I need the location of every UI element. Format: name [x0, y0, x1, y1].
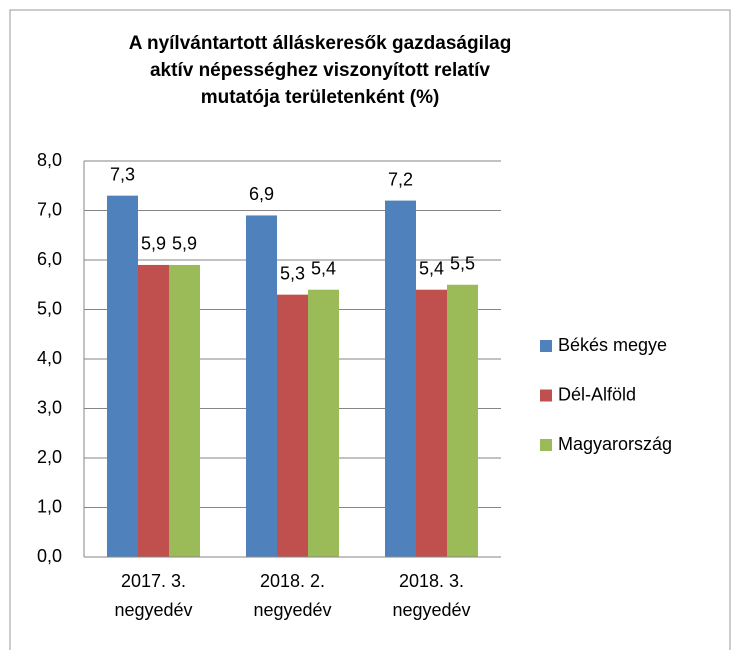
y-tick-label: 2,0 — [37, 447, 62, 467]
data-label: 5,9 — [172, 234, 197, 254]
legend-swatch — [540, 439, 552, 451]
chart-border — [9, 9, 731, 650]
legend-label: Békés megye — [558, 335, 667, 355]
y-tick-label: 3,0 — [37, 397, 62, 417]
data-label: 6,9 — [249, 184, 274, 204]
x-tick-label: 2018. 2. negyedév — [253, 571, 332, 620]
legend-label: Dél-Alföld — [558, 384, 636, 404]
legend-label: Magyarország — [558, 434, 672, 454]
data-label: 5,5 — [450, 254, 475, 274]
y-tick-label: 7,0 — [37, 199, 62, 219]
y-tick-label: 8,0 — [37, 150, 62, 170]
data-label: 5,9 — [141, 234, 166, 254]
y-tick-label: 0,0 — [37, 546, 62, 566]
data-label: 5,3 — [280, 263, 305, 283]
x-tick-label: 2018. 3. negyedév — [392, 571, 471, 620]
bar — [169, 264, 200, 557]
y-tick-label: 1,0 — [37, 496, 62, 516]
bar — [416, 289, 447, 557]
bar — [246, 215, 277, 557]
y-tick-label: 5,0 — [37, 298, 62, 318]
y-tick-label: 4,0 — [37, 348, 62, 368]
legend-swatch — [540, 389, 552, 402]
bar — [447, 284, 478, 557]
data-label: 7,2 — [388, 169, 413, 189]
data-label: 7,3 — [110, 164, 135, 184]
x-tick-label: 2017. 3. negyedév — [114, 571, 193, 620]
bar — [385, 200, 416, 557]
y-tick-label: 6,0 — [37, 249, 62, 269]
bar — [107, 195, 138, 557]
data-label: 5,4 — [311, 258, 336, 278]
bar — [308, 289, 339, 557]
bar — [138, 264, 169, 557]
chart-title: A nyílvántartott álláskeresők gazdaságil… — [128, 33, 512, 108]
bar — [277, 294, 308, 557]
data-label: 5,4 — [419, 258, 444, 278]
legend-swatch — [540, 340, 552, 352]
